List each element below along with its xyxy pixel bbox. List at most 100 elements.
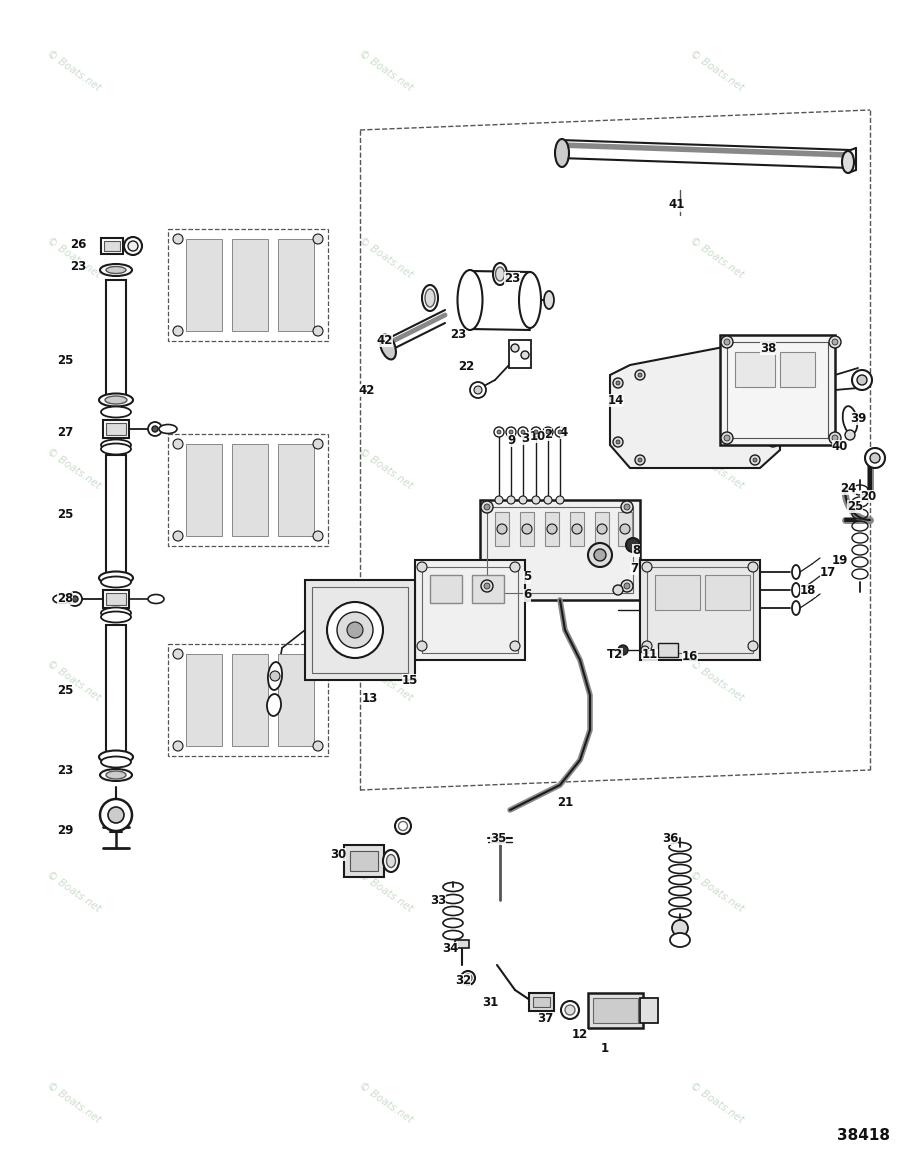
Text: 9: 9 bbox=[507, 434, 516, 447]
Ellipse shape bbox=[395, 818, 411, 834]
Text: 30: 30 bbox=[330, 848, 346, 861]
Text: 38: 38 bbox=[760, 341, 777, 354]
Circle shape bbox=[865, 448, 885, 468]
Bar bbox=[640, 998, 658, 1023]
Circle shape bbox=[768, 353, 778, 362]
Bar bbox=[103, 420, 129, 438]
Circle shape bbox=[543, 427, 553, 438]
Circle shape bbox=[546, 430, 550, 434]
Circle shape bbox=[635, 369, 645, 380]
Circle shape bbox=[313, 741, 323, 751]
Ellipse shape bbox=[380, 334, 396, 359]
Bar bbox=[593, 998, 638, 1023]
Ellipse shape bbox=[106, 771, 126, 779]
Text: © Boats.net: © Boats.net bbox=[357, 1080, 414, 1125]
Circle shape bbox=[852, 369, 872, 389]
Bar bbox=[727, 343, 828, 438]
Text: 19: 19 bbox=[832, 554, 848, 567]
Circle shape bbox=[531, 427, 541, 438]
Text: 8: 8 bbox=[632, 543, 641, 556]
Circle shape bbox=[626, 538, 640, 552]
Text: © Boats.net: © Boats.net bbox=[45, 658, 102, 703]
Circle shape bbox=[128, 240, 138, 251]
Bar bbox=[487, 507, 633, 594]
Text: © Boats.net: © Boats.net bbox=[357, 658, 414, 703]
Text: © Boats.net: © Boats.net bbox=[45, 48, 102, 93]
Text: 29: 29 bbox=[57, 823, 74, 836]
Bar bbox=[168, 644, 328, 757]
Circle shape bbox=[72, 596, 78, 602]
Ellipse shape bbox=[519, 272, 541, 328]
Circle shape bbox=[618, 645, 628, 655]
Text: 42: 42 bbox=[358, 384, 375, 396]
Circle shape bbox=[148, 422, 162, 436]
Circle shape bbox=[470, 382, 486, 398]
Circle shape bbox=[108, 807, 124, 823]
Text: 27: 27 bbox=[57, 426, 74, 439]
Circle shape bbox=[768, 438, 778, 447]
Text: 7: 7 bbox=[630, 562, 638, 575]
Ellipse shape bbox=[101, 611, 131, 623]
Circle shape bbox=[753, 457, 757, 462]
Circle shape bbox=[484, 504, 490, 510]
Ellipse shape bbox=[425, 289, 435, 307]
Circle shape bbox=[641, 646, 649, 655]
Text: 37: 37 bbox=[537, 1011, 553, 1024]
Circle shape bbox=[532, 496, 540, 504]
Text: 26: 26 bbox=[70, 237, 86, 251]
Text: 35: 35 bbox=[490, 832, 506, 845]
Ellipse shape bbox=[555, 138, 569, 167]
Bar bbox=[104, 240, 120, 251]
Circle shape bbox=[506, 427, 516, 438]
Text: 6: 6 bbox=[523, 589, 531, 602]
Circle shape bbox=[313, 439, 323, 449]
Circle shape bbox=[750, 343, 760, 353]
Bar bbox=[647, 567, 753, 653]
Circle shape bbox=[68, 592, 82, 606]
Circle shape bbox=[270, 671, 280, 682]
Text: 23: 23 bbox=[504, 271, 520, 285]
Bar bbox=[106, 455, 126, 572]
Text: 41: 41 bbox=[669, 198, 686, 211]
Text: © Boats.net: © Boats.net bbox=[688, 447, 745, 491]
Circle shape bbox=[721, 335, 733, 348]
Circle shape bbox=[845, 430, 855, 440]
Circle shape bbox=[748, 640, 758, 651]
Text: 38418: 38418 bbox=[837, 1127, 891, 1143]
Bar bbox=[618, 511, 632, 545]
Bar bbox=[655, 575, 700, 610]
Bar bbox=[495, 511, 509, 545]
Bar bbox=[588, 994, 643, 1028]
Circle shape bbox=[497, 524, 507, 534]
Text: 36: 36 bbox=[662, 832, 678, 845]
Ellipse shape bbox=[99, 571, 133, 584]
Circle shape bbox=[621, 579, 633, 592]
Text: 28: 28 bbox=[57, 591, 74, 604]
Bar bbox=[640, 560, 760, 660]
Bar bbox=[422, 567, 518, 653]
Bar bbox=[103, 590, 129, 608]
Text: 42: 42 bbox=[377, 333, 393, 346]
Circle shape bbox=[555, 427, 565, 438]
Text: © Boats.net: © Boats.net bbox=[357, 869, 414, 914]
Circle shape bbox=[313, 233, 323, 244]
Bar bbox=[735, 352, 775, 387]
Ellipse shape bbox=[561, 1001, 579, 1019]
Ellipse shape bbox=[105, 396, 127, 404]
Ellipse shape bbox=[148, 595, 164, 603]
Bar bbox=[720, 335, 835, 445]
Text: © Boats.net: © Boats.net bbox=[357, 236, 414, 280]
Text: 5: 5 bbox=[523, 570, 531, 583]
Circle shape bbox=[616, 381, 620, 385]
Circle shape bbox=[829, 335, 841, 348]
Text: © Boats.net: © Boats.net bbox=[688, 48, 745, 93]
Circle shape bbox=[484, 583, 490, 589]
Circle shape bbox=[510, 640, 520, 651]
Circle shape bbox=[771, 440, 775, 445]
Ellipse shape bbox=[99, 393, 133, 407]
Text: © Boats.net: © Boats.net bbox=[45, 869, 102, 914]
Ellipse shape bbox=[383, 850, 399, 872]
Circle shape bbox=[511, 344, 519, 352]
Circle shape bbox=[497, 430, 501, 434]
Circle shape bbox=[544, 496, 552, 504]
